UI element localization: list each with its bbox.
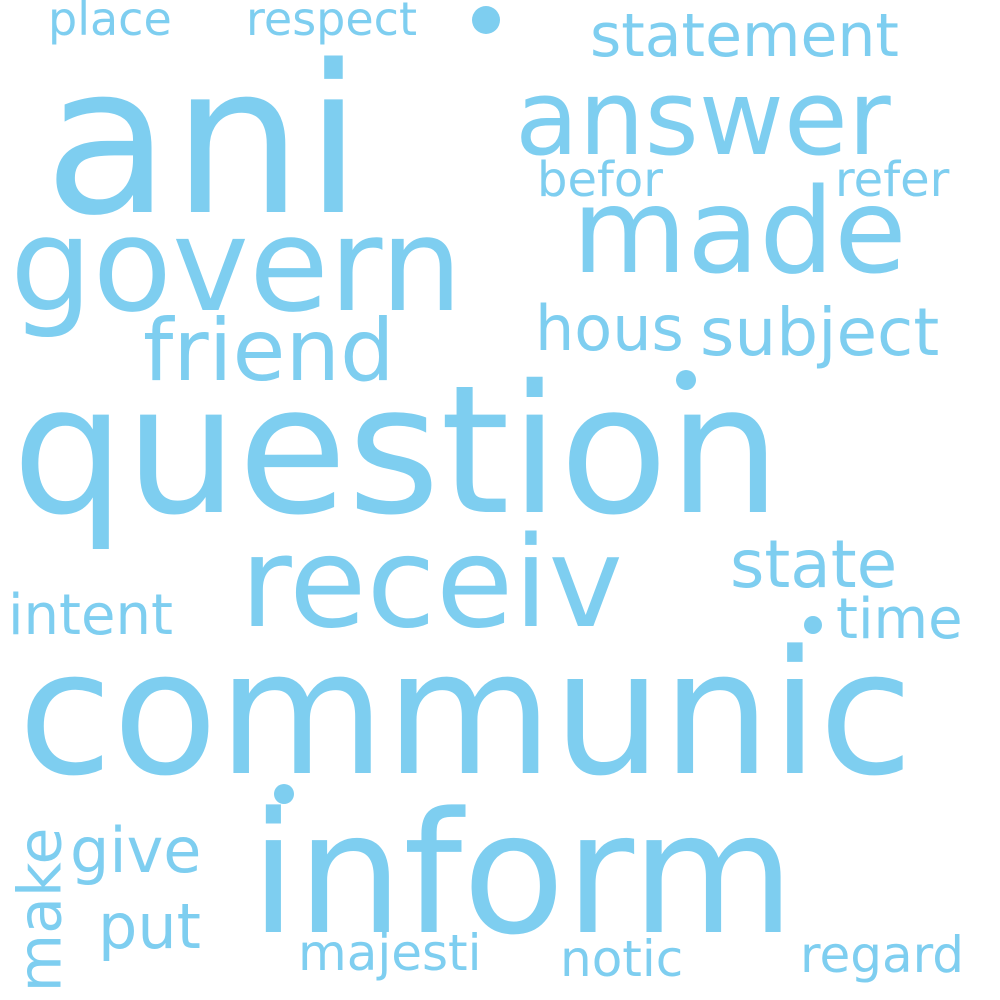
word-make: make (5, 827, 76, 993)
word-put: put (98, 890, 201, 963)
word-hous: hous (535, 292, 684, 365)
dot-glyph (804, 616, 822, 634)
word-state: state (730, 526, 898, 603)
word-regard: regard (800, 926, 965, 984)
word-statement: statement (590, 1, 899, 71)
word-answer: answer (515, 57, 891, 179)
word-friend: friend (143, 301, 395, 401)
word-notic: notic (560, 930, 684, 988)
word-question: question (12, 347, 782, 554)
word-respect: respect (246, 0, 417, 46)
word-refer: refer (835, 152, 950, 208)
dot-glyph (676, 370, 696, 390)
dot-glyph (274, 784, 294, 804)
word-inform: inform (250, 776, 795, 972)
word-govern: govern (10, 189, 463, 341)
word-time: time (836, 587, 963, 652)
word-ani: ani (44, 21, 365, 261)
word-receiv: receiv (240, 509, 623, 656)
word-place: place (48, 0, 172, 46)
word-made: made (572, 162, 907, 300)
word-communic: communic (18, 613, 914, 814)
word-befor: befor (537, 152, 663, 208)
word-subject: subject (700, 294, 940, 371)
dot-glyph (472, 6, 500, 34)
word-give: give (70, 814, 202, 887)
word-majesti: majesti (298, 924, 482, 982)
word-intent: intent (8, 583, 173, 648)
